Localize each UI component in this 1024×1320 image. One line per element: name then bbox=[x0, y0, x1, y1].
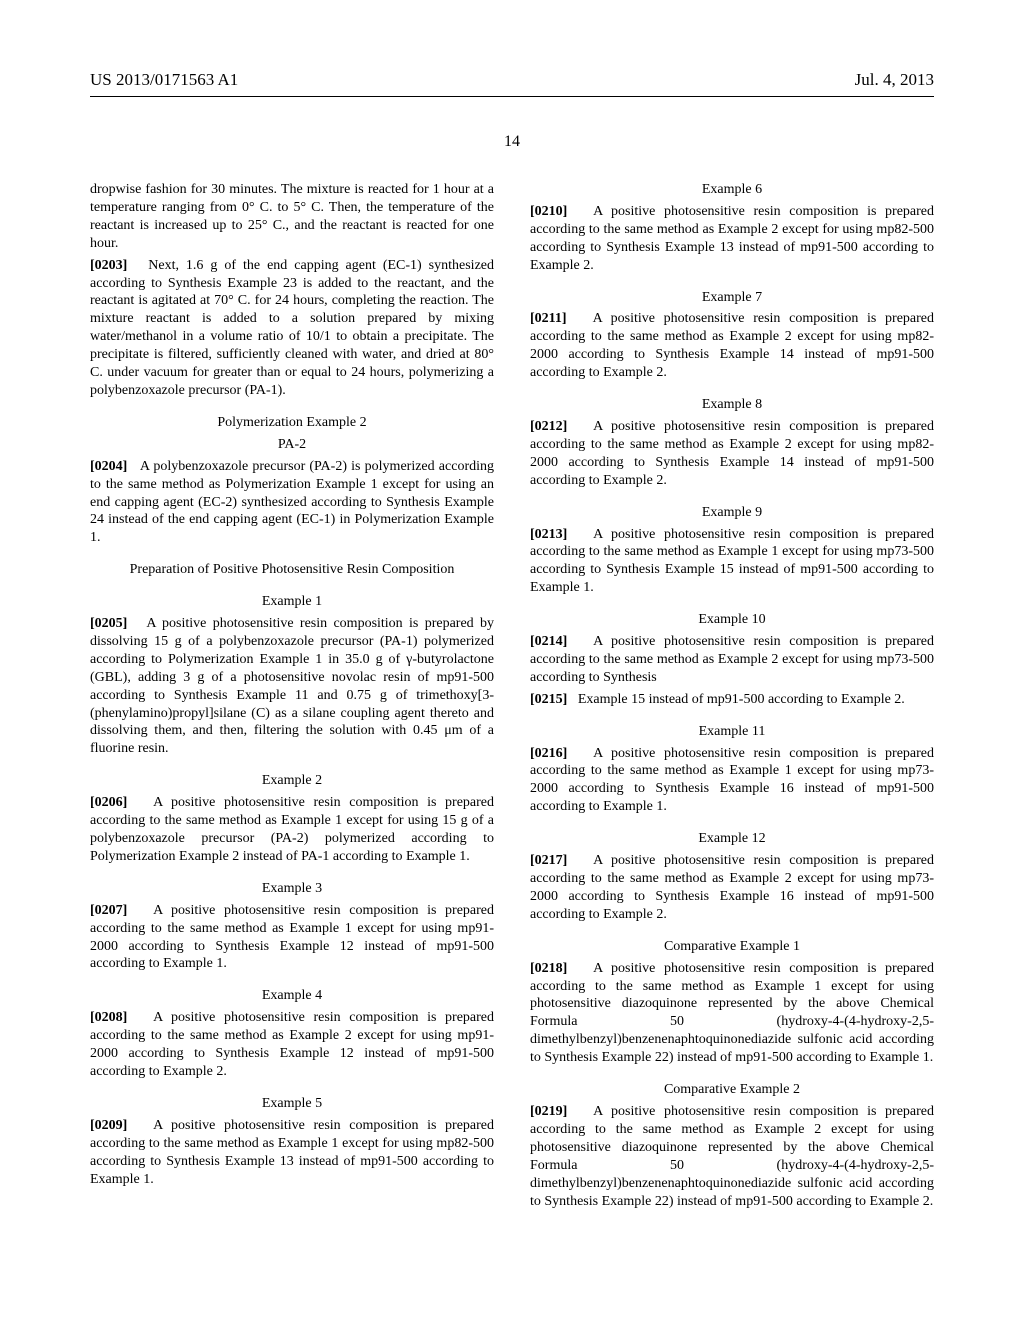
para-text: A positive photosensitive resin composit… bbox=[530, 853, 934, 922]
para-num: [0206] bbox=[90, 795, 127, 810]
example-5: Example 5 [0209] A positive photosensiti… bbox=[90, 1095, 494, 1189]
para-num: [0213] bbox=[530, 527, 567, 542]
heading: Example 5 bbox=[90, 1095, 494, 1113]
heading: Comparative Example 1 bbox=[530, 938, 934, 956]
para-num: [0209] bbox=[90, 1118, 127, 1133]
para-num: [0218] bbox=[530, 961, 567, 976]
heading: PA-2 bbox=[90, 436, 494, 454]
page-header: US 2013/0171563 A1 Jul. 4, 2013 bbox=[90, 70, 934, 90]
example-10: Example 10 [0214] A positive photosensit… bbox=[530, 611, 934, 709]
header-rule bbox=[90, 96, 934, 97]
para-num: [0203] bbox=[90, 258, 127, 273]
heading: Example 6 bbox=[530, 181, 934, 199]
para-num: [0212] bbox=[530, 419, 567, 434]
example-6: Example 6 [0210] A positive photosensiti… bbox=[530, 181, 934, 275]
body-columns: dropwise fashion for 30 minutes. The mix… bbox=[90, 181, 934, 1213]
para-text: A positive photosensitive resin composit… bbox=[530, 961, 934, 1066]
polymerization-example-2: Polymerization Example 2 PA-2 [0204] A p… bbox=[90, 414, 494, 547]
heading: Example 7 bbox=[530, 289, 934, 307]
heading: Example 9 bbox=[530, 504, 934, 522]
heading: Example 12 bbox=[530, 830, 934, 848]
heading: Preparation of Positive Photosensitive R… bbox=[90, 561, 494, 579]
para-text: A positive photosensitive resin composit… bbox=[530, 1104, 934, 1209]
comparative-example-1: Comparative Example 1 [0218] A positive … bbox=[530, 938, 934, 1067]
para-0: dropwise fashion for 30 minutes. The mix… bbox=[90, 181, 494, 400]
para-num: [0207] bbox=[90, 903, 127, 918]
heading: Example 10 bbox=[530, 611, 934, 629]
publication-date: Jul. 4, 2013 bbox=[855, 70, 934, 90]
comparative-example-2: Comparative Example 2 [0219] A positive … bbox=[530, 1081, 934, 1210]
para-num: [0210] bbox=[530, 204, 567, 219]
example-8: Example 8 [0212] A positive photosensiti… bbox=[530, 396, 934, 490]
para-text: A positive photosensitive resin composit… bbox=[530, 527, 934, 596]
prep-heading: Preparation of Positive Photosensitive R… bbox=[90, 561, 494, 579]
para-num: [0216] bbox=[530, 746, 567, 761]
para-num: [0219] bbox=[530, 1104, 567, 1119]
page: US 2013/0171563 A1 Jul. 4, 2013 14 dropw… bbox=[0, 0, 1024, 1273]
heading: Polymerization Example 2 bbox=[90, 414, 494, 432]
para-text: A polybenzoxazole precursor (PA-2) is po… bbox=[90, 459, 494, 546]
para-num: [0214] bbox=[530, 634, 567, 649]
para-num: [0204] bbox=[90, 459, 127, 474]
para-num: [0215] bbox=[530, 692, 567, 707]
heading: Example 2 bbox=[90, 772, 494, 790]
para-text: Next, 1.6 g of the end capping agent (EC… bbox=[90, 258, 494, 398]
para-num: [0217] bbox=[530, 853, 567, 868]
para-text: A positive photosensitive resin composit… bbox=[90, 1010, 494, 1079]
para-text: Example 15 instead of mp91-500 according… bbox=[578, 692, 905, 707]
para-text: A positive photosensitive resin composit… bbox=[530, 634, 934, 685]
publication-number: US 2013/0171563 A1 bbox=[90, 70, 238, 90]
para-text: A positive photosensitive resin composit… bbox=[530, 419, 934, 488]
heading: Example 8 bbox=[530, 396, 934, 414]
para-text: A positive photosensitive resin composit… bbox=[90, 1118, 494, 1187]
heading: Example 3 bbox=[90, 880, 494, 898]
page-number: 14 bbox=[90, 133, 934, 151]
example-7: Example 7 [0211] A positive photosensiti… bbox=[530, 289, 934, 383]
para-text: A positive photosensitive resin composit… bbox=[90, 795, 494, 864]
para-num: [0208] bbox=[90, 1010, 127, 1025]
heading: Example 1 bbox=[90, 593, 494, 611]
para-text: A positive photosensitive resin composit… bbox=[530, 311, 934, 380]
heading: Example 4 bbox=[90, 987, 494, 1005]
example-9: Example 9 [0213] A positive photosensiti… bbox=[530, 504, 934, 598]
para-text: A positive photosensitive resin composit… bbox=[90, 616, 494, 756]
example-1: Example 1 [0205] A positive photosensiti… bbox=[90, 593, 494, 758]
para-text: A positive photosensitive resin composit… bbox=[90, 903, 494, 972]
example-4: Example 4 [0208] A positive photosensiti… bbox=[90, 987, 494, 1081]
example-11: Example 11 [0216] A positive photosensit… bbox=[530, 723, 934, 817]
example-12: Example 12 [0217] A positive photosensit… bbox=[530, 830, 934, 924]
para-num: [0211] bbox=[530, 311, 567, 326]
para-text: A positive photosensitive resin composit… bbox=[530, 204, 934, 273]
example-2: Example 2 [0206] A positive photosensiti… bbox=[90, 772, 494, 866]
para-text: A positive photosensitive resin composit… bbox=[530, 746, 934, 815]
para-text: dropwise fashion for 30 minutes. The mix… bbox=[90, 182, 494, 251]
heading: Comparative Example 2 bbox=[530, 1081, 934, 1099]
heading: Example 11 bbox=[530, 723, 934, 741]
para-num: [0205] bbox=[90, 616, 127, 631]
example-3: Example 3 [0207] A positive photosensiti… bbox=[90, 880, 494, 974]
